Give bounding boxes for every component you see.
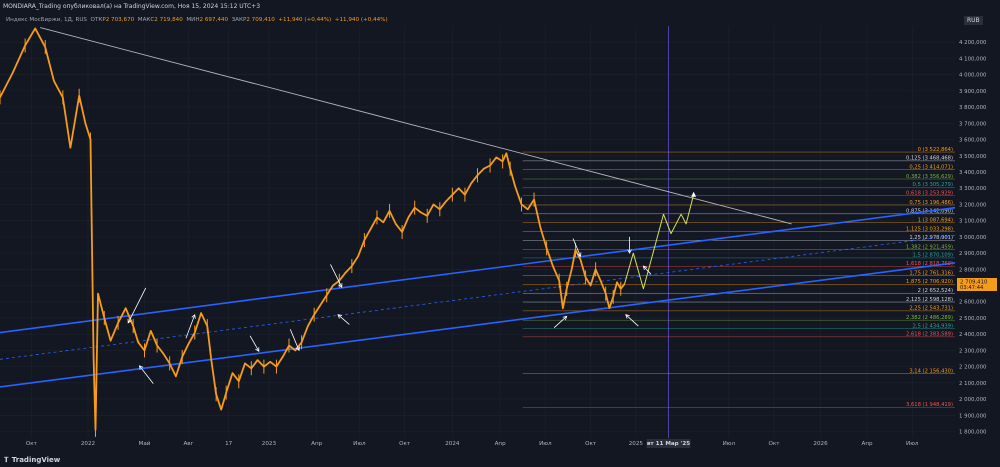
chart-grid — [0, 0, 1000, 467]
fib-level-label: 2 (2 652,524) — [918, 288, 953, 294]
x-tick-label: 2026 — [813, 441, 828, 447]
x-tick-label: Апр — [311, 441, 322, 447]
x-tick-label: 2023 — [262, 441, 277, 447]
y-tick-label: 3 800,000 — [959, 105, 987, 111]
low-value: 2 697,440 — [200, 17, 228, 23]
tradingview-logo[interactable]: TradingView — [11, 456, 61, 464]
x-tick-label: Июл — [723, 441, 736, 447]
fib-level-label: 2,25 (2 543,731) — [909, 306, 953, 312]
symbol-label[interactable]: Индекс МосБиржи, 1Д, RUS — [6, 17, 87, 23]
y-tick-label: 4 200,000 — [959, 40, 987, 46]
x-tick-label: Окт — [399, 441, 411, 447]
publish-header: MONDIARA_Trading опубликовал(а) на Tradi… — [0, 0, 1000, 14]
y-tick-label: 3 600,000 — [959, 138, 987, 144]
y-tick-label: 3 100,000 — [959, 219, 987, 225]
fib-level-label: 0,25 (3 414,071) — [909, 165, 953, 171]
fib-level-label: 2,382 (2 486,289) — [906, 315, 953, 321]
open-label: ОТКР — [91, 17, 106, 23]
ohlc-legend: Индекс МосБиржи, 1Д, RUS ОТКР2 703,670 М… — [0, 14, 388, 26]
change-value: +11,940 (+0,44%) — [278, 17, 331, 23]
y-tick-label: 2 500,000 — [959, 316, 987, 322]
y-tick-label: 4 100,000 — [959, 56, 987, 62]
fib-level-label: 0,382 (3 356,629) — [906, 174, 953, 180]
price-scale[interactable]: 1 800,000 1 900,000 2 000,000 2 100,000 2 20… — [955, 26, 1000, 438]
y-tick-label: 2 000,000 — [959, 397, 987, 403]
fib-level-label: 3,618 (1 948,419) — [906, 402, 953, 408]
y-tick-label: 2 200,000 — [959, 365, 987, 371]
fib-level-label: 1,875 (2 706,920) — [906, 279, 953, 285]
fib-level-label: 2,618 (2 383,589) — [906, 332, 953, 338]
y-tick-label: 1 800,000 — [959, 430, 987, 436]
fib-level-label: 2,125 (2 598,128) — [906, 297, 953, 303]
x-tick-label: 2025 — [629, 441, 644, 447]
fib-level-label: 1 (3 087,694) — [918, 217, 953, 223]
open-value: 2 703,670 — [106, 17, 134, 23]
y-tick-label: 2 600,000 — [959, 300, 987, 306]
x-tick-label: Апр — [495, 441, 506, 447]
fib-level-label: 0 (3 522,864) — [918, 147, 953, 153]
y-tick-label: 1 900,000 — [959, 413, 987, 419]
y-tick-label: 3 900,000 — [959, 89, 987, 95]
x-tick-label: Авг — [183, 441, 193, 447]
y-tick-label: 2 400,000 — [959, 332, 987, 338]
y-tick-label: 2 800,000 — [959, 267, 987, 273]
fib-level-label: 0,5 (3 305,279) — [913, 182, 953, 188]
fib-level-label: 1,75 (2 761,316) — [909, 270, 953, 276]
header-text: MONDIARA_Trading опубликовал(а) на Tradi… — [0, 3, 260, 10]
price-chart[interactable]: 0 (3 522,864) 0,125 (3 468,468) 0,25 (3 41… — [0, 0, 1000, 467]
x-tick-label: 2024 — [445, 441, 460, 447]
y-tick-label: 2 900,000 — [959, 251, 987, 257]
tv-logo-icon: 𝐓 — [0, 456, 9, 464]
high-label: МАКС — [138, 17, 155, 23]
y-tick-label: 3 200,000 — [959, 202, 987, 208]
fib-level-label: 1,5 (2 870,109) — [913, 253, 953, 259]
fib-level-label: 3,14 (2 156,430) — [909, 368, 953, 374]
close-label: ЗАКР — [232, 17, 247, 23]
price-scale-bg — [955, 26, 1000, 438]
x-tick-label: Май — [139, 440, 151, 447]
change-value-2: +11,940 (+0,44%) — [335, 17, 388, 23]
x-tick-label: Апр — [862, 441, 873, 447]
close-value: 2 709,410 — [246, 17, 274, 23]
x-tick-label: 2022 — [81, 441, 95, 447]
y-tick-label: 4 000,000 — [959, 73, 987, 79]
x-tick-label: Июл — [539, 441, 552, 447]
x-tick-label: Окт — [26, 441, 38, 447]
y-tick-label: 3 700,000 — [959, 121, 987, 127]
y-tick-label: 2 300,000 — [959, 348, 987, 354]
y-tick-label: 3 300,000 — [959, 186, 987, 192]
axis-tags: 2 709,41003:47:44 — [957, 278, 997, 291]
fib-level-label: 0,125 (3 468,468) — [906, 156, 953, 162]
x-tick-label: Июл — [353, 441, 366, 447]
last-price-countdown: 03:47:44 — [960, 285, 984, 291]
currency-badge[interactable]: RUB — [964, 16, 983, 25]
x-tick-label: Окт — [769, 441, 781, 447]
footer-bar: 𝐓 TradingView — [0, 453, 1000, 467]
high-value: 2 719,840 — [154, 17, 182, 23]
fib-level-label: 0,618 (3 253,929) — [906, 190, 953, 196]
low-label: МИН — [186, 17, 199, 23]
x-tick-label: 17 — [225, 441, 233, 447]
y-tick-label: 3 000,000 — [959, 235, 987, 241]
x-tick-label: вт 11 Мар '25 — [647, 441, 690, 447]
fib-level-label: 0,75 (3 196,486) — [909, 200, 953, 206]
fib-level-label: 1,125 (3 033,298) — [906, 226, 953, 232]
x-tick-label: Окт — [585, 441, 597, 447]
y-tick-label: 2 100,000 — [959, 381, 987, 387]
x-tick-label: Июл — [906, 441, 919, 447]
fib-level-label: 2,5 (2 434,939) — [913, 323, 953, 329]
y-tick-label: 3 500,000 — [959, 154, 987, 160]
y-tick-label: 3 400,000 — [959, 170, 987, 176]
fib-level-label: 1,382 (2 921,459) — [906, 244, 953, 250]
